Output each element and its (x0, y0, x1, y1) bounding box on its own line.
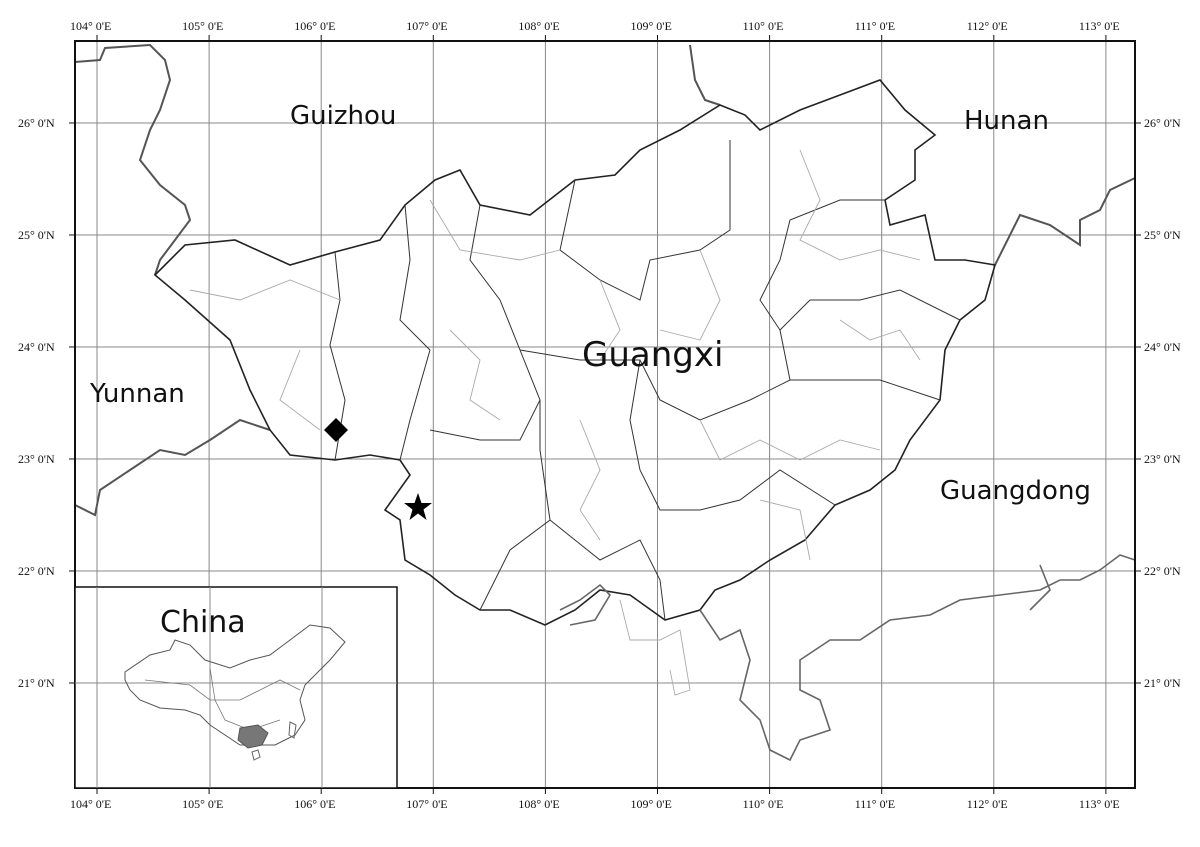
lat-label-left: 26° 0'N (18, 116, 55, 130)
lon-label-bottom: 105° 0'E (182, 797, 223, 811)
lon-label-top: 104° 0'E (70, 19, 111, 33)
lon-label-top: 106° 0'E (294, 19, 335, 33)
lat-label-right: 23° 0'N (1144, 452, 1181, 466)
lat-label-left: 23° 0'N (18, 452, 55, 466)
lon-label-top: 109° 0'E (631, 19, 672, 33)
yunnan-guizhou-border (74, 43, 192, 276)
graticule (75, 41, 1135, 788)
lat-label-left: 24° 0'N (18, 340, 55, 354)
lon-label-top: 112° 0'E (967, 19, 1008, 33)
lon-label-bottom: 110° 0'E (743, 797, 784, 811)
guangxi-outline (153, 79, 997, 626)
label-guangdong: Guangdong (940, 476, 1091, 506)
lon-label-top: 108° 0'E (518, 19, 559, 33)
guizhou-hunan-border (689, 44, 721, 106)
label-guizhou: Guizhou (290, 101, 396, 131)
lat-label-left: 25° 0'N (18, 228, 55, 242)
lon-label-top: 107° 0'E (406, 19, 447, 33)
lon-label-bottom: 111° 0'E (855, 797, 895, 811)
star-icon (404, 493, 432, 520)
lon-label-top: 113° 0'E (1079, 19, 1120, 33)
label-guangxi: Guangxi (582, 335, 723, 375)
hunan-border (994, 177, 1136, 266)
lon-label-bottom: 107° 0'E (406, 797, 447, 811)
yunnan-border-south (74, 418, 271, 517)
label-hunan: Hunan (964, 106, 1049, 136)
lat-label-left: 22° 0'N (18, 564, 55, 578)
lon-label-bottom: 112° 0'E (967, 797, 1008, 811)
neighbor-borders (74, 43, 1136, 517)
inset-map: China (74, 586, 398, 789)
lat-label-right: 25° 0'N (1144, 228, 1181, 242)
map-frame (74, 40, 1136, 789)
lon-label-bottom: 108° 0'E (518, 797, 559, 811)
guangxi-highlight (237, 724, 269, 749)
guangdong-coast (559, 554, 1136, 762)
lon-label-top: 111° 0'E (855, 19, 895, 33)
tick-labels: 104° 0'E 104° 0'E 105° 0'E 105° 0'E 106° 0'E… (18, 19, 1181, 811)
lon-label-bottom: 113° 0'E (1079, 797, 1120, 811)
county-borders (189, 149, 921, 696)
diamond-icon (324, 418, 348, 442)
china-outline (124, 624, 346, 746)
lat-label-right: 26° 0'N (1144, 116, 1181, 130)
inset-label-china: China (160, 605, 246, 640)
lat-label-right: 21° 0'N (1144, 676, 1181, 690)
lon-label-top: 105° 0'E (182, 19, 223, 33)
label-yunnan: Yunnan (89, 379, 185, 409)
lon-label-bottom: 109° 0'E (631, 797, 672, 811)
lat-label-left: 21° 0'N (18, 676, 55, 690)
lat-label-right: 22° 0'N (1144, 564, 1181, 578)
lon-label-bottom: 106° 0'E (294, 797, 335, 811)
prefecture-borders (329, 140, 961, 621)
lon-label-top: 110° 0'E (743, 19, 784, 33)
lon-label-bottom: 104° 0'E (70, 797, 111, 811)
lat-label-right: 24° 0'N (1144, 340, 1181, 354)
